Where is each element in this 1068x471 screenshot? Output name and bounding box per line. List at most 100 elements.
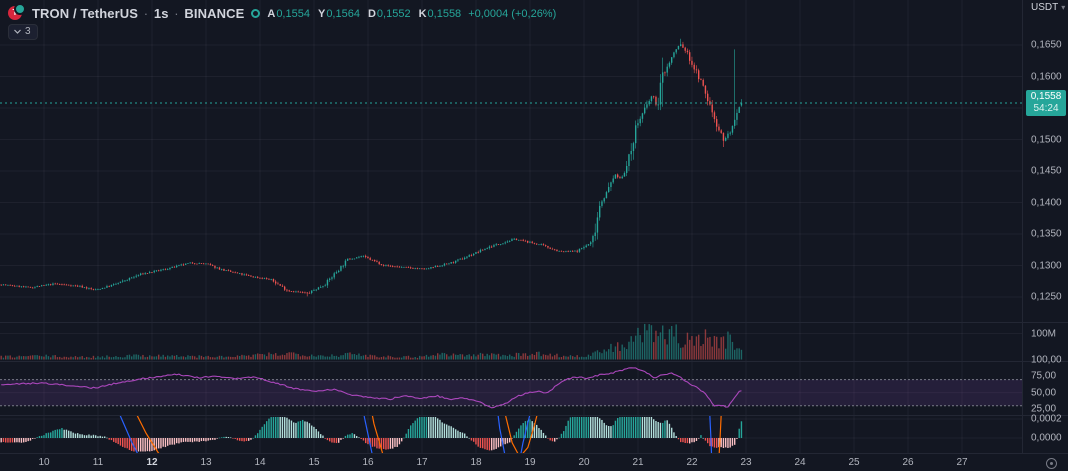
volume-bar: [20, 356, 23, 360]
macd-histogram-bar: [612, 425, 614, 438]
macd-histogram-bar: [304, 421, 306, 438]
candle: [401, 266, 403, 268]
price-axis-border: [1022, 0, 1023, 471]
volume-bar: [707, 337, 709, 360]
volume-bar: [583, 357, 585, 360]
candle: [275, 281, 277, 284]
pane-separator-rsi[interactable]: [0, 361, 1068, 362]
chart-canvas[interactable]: [0, 0, 1022, 453]
volume-bar: [590, 355, 592, 360]
candle: [725, 137, 727, 141]
macd-histogram-bar: [367, 438, 369, 445]
price-change: +0,0004 (+0,26%): [468, 7, 557, 20]
candle: [585, 245, 587, 248]
volume-bar: [223, 357, 225, 360]
candle: [293, 291, 295, 293]
candle: [630, 150, 632, 155]
symbol-title[interactable]: TRON / TetherUS · 1s · BINANCE: [32, 6, 244, 21]
candle: [682, 44, 684, 48]
candle: [342, 265, 344, 267]
macd-histogram-bar: [617, 418, 619, 438]
volume-bar: [376, 356, 378, 360]
pane-separator-volume[interactable]: [0, 322, 1068, 323]
volume-bar: [133, 354, 135, 360]
candle: [128, 277, 131, 280]
volume-bar: [241, 354, 243, 360]
macd-histogram-bar: [329, 438, 331, 442]
candle: [387, 265, 389, 266]
volume-bar: [740, 349, 743, 360]
volume-bar: [443, 353, 446, 360]
macd-histogram-bar: [711, 438, 713, 447]
macd-histogram-bar: [529, 419, 531, 438]
candle: [104, 287, 106, 289]
volume-bar: [209, 357, 212, 360]
candle: [628, 154, 630, 167]
axis-settings-icon[interactable]: [1046, 458, 1057, 469]
macd-histogram-bar: [713, 438, 716, 448]
macd-histogram-bar: [639, 417, 641, 438]
candle: [185, 263, 187, 265]
volume-bar: [5, 355, 7, 360]
candle: [547, 245, 549, 248]
macd-histogram-bar: [576, 417, 578, 438]
macd-histogram-bar: [626, 417, 628, 438]
macd-histogram-bar: [68, 430, 70, 438]
pane-separator-macd[interactable]: [0, 415, 1068, 416]
volume-bar: [497, 353, 500, 360]
candle: [252, 276, 254, 278]
time-axis[interactable]: 10 11 12 13 14 15 16 17 18 19 20 21 22 23 24 25 26 27: [0, 454, 1068, 471]
macd-histogram-bar: [668, 423, 671, 438]
candle: [491, 246, 493, 248]
candle: [644, 107, 646, 114]
candle: [216, 267, 218, 269]
volume-bar: [65, 356, 68, 360]
macd-histogram-bar: [459, 432, 461, 438]
candle: [639, 118, 641, 124]
macd-histogram-bar: [124, 438, 126, 448]
candle: [560, 250, 563, 252]
macd-histogram-bar: [322, 435, 324, 438]
volume-bar: [560, 357, 563, 360]
macd-histogram-bar: [729, 438, 731, 448]
macd-histogram-bar: [342, 438, 344, 439]
last-price-badge[interactable]: 0,1558 54:24: [1026, 89, 1066, 116]
macd-histogram-bar: [167, 438, 169, 446]
price-axis-currency[interactable]: USDT ▾: [1031, 2, 1065, 13]
macd-histogram-bar: [590, 417, 592, 438]
macd-histogram-bar: [230, 437, 232, 439]
macd-histogram-bar: [250, 438, 252, 440]
candle: [43, 285, 45, 287]
candle: [191, 262, 194, 264]
volume-bar: [117, 357, 119, 360]
indicators-collapse-button[interactable]: 3: [8, 24, 38, 40]
macd-histogram-bar: [54, 429, 56, 438]
volume-bar: [475, 356, 477, 360]
candle: [484, 248, 486, 251]
candle: [621, 176, 623, 179]
candle: [421, 268, 423, 270]
macd-histogram-bar: [47, 432, 50, 438]
volume-bar: [527, 355, 529, 360]
macd-histogram-bar: [574, 417, 576, 438]
candle: [146, 273, 149, 274]
macd-histogram-bar: [740, 421, 743, 438]
volume-bar: [324, 356, 326, 360]
volume-bar: [383, 356, 385, 360]
candle: [18, 285, 20, 287]
candle: [32, 287, 34, 289]
candle: [599, 205, 601, 218]
candle: [266, 278, 268, 280]
candle: [101, 287, 104, 290]
volume-bar: [333, 355, 335, 360]
macd-histogram-bar: [99, 435, 101, 438]
candle: [542, 244, 545, 246]
candle: [569, 250, 572, 252]
volume-bar: [414, 357, 416, 360]
price-axis[interactable]: USDT ▾ 0,16500,16000,15500,15000,14500,1…: [1023, 0, 1068, 453]
macd-histogram-bar: [360, 438, 362, 439]
volume-bar: [398, 357, 401, 360]
volume-bar: [421, 356, 423, 360]
macd-histogram-bar: [376, 438, 378, 449]
candle: [581, 248, 583, 250]
